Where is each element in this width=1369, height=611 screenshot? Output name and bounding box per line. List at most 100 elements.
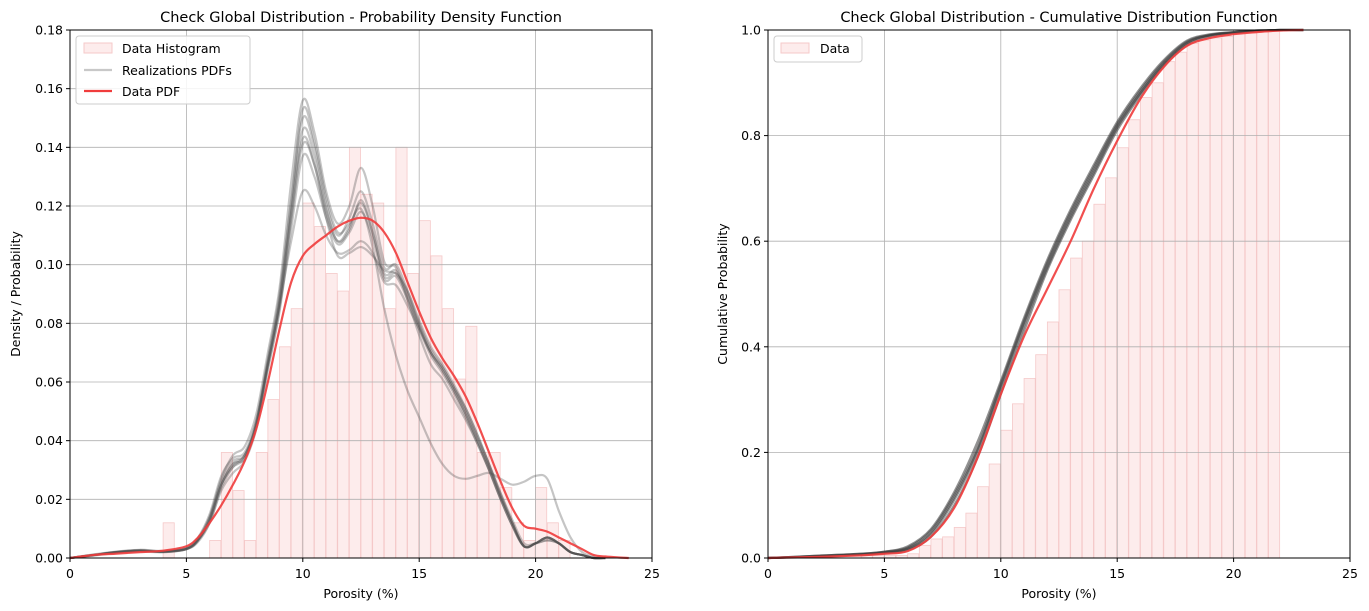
- pdf-y-tick-label: 0.10: [35, 257, 63, 272]
- cdf-chart: Check Global Distribution - Cumulative D…: [715, 10, 1358, 601]
- pdf-hist-bar: [430, 255, 443, 559]
- cdf-hist-bar: [942, 536, 955, 559]
- cdf-realization-line: [767, 28, 1304, 560]
- pdf-realization-line: [69, 126, 606, 560]
- cdf-chart-title: Check Global Distribution - Cumulative D…: [840, 10, 1277, 26]
- pdf-x-axis-label: Porosity (%): [323, 586, 398, 601]
- cdf-hist-bar: [953, 526, 966, 559]
- pdf-y-tick-label: 0.06: [35, 375, 63, 390]
- pdf-y-tick-label: 0.16: [35, 81, 63, 96]
- cdf-hist-bar: [988, 463, 1001, 559]
- pdf-y-tick-label: 0.14: [35, 140, 63, 155]
- pdf-x-tick-label: 20: [528, 566, 544, 581]
- pdf-x-tick-label: 5: [182, 566, 190, 581]
- cdf-y-tick-label: 0.0: [741, 551, 761, 566]
- pdf-hist-bar: [302, 202, 315, 559]
- cdf-hist-bar: [1256, 29, 1269, 559]
- cdf-y-tick-label: 0.8: [741, 128, 761, 143]
- legend-entry-data-histogram: Data Histogram: [122, 41, 221, 56]
- pdf-x-tick-label: 10: [295, 566, 311, 581]
- cdf-hist-bar: [907, 553, 920, 559]
- pdf-data-line: [69, 216, 629, 560]
- cdf-hist-bar: [1163, 61, 1176, 559]
- pdf-hist-bar: [279, 346, 292, 559]
- cdf-x-tick-label: 10: [993, 566, 1009, 581]
- cdf-x-tick-label: 20: [1226, 566, 1242, 581]
- cdf-hist-bar: [1233, 32, 1246, 559]
- pdf-x-tick-label: 15: [411, 566, 427, 581]
- legend-entry-realizations: Realizations PDFs: [122, 63, 232, 78]
- pdf-chart-title: Check Global Distribution - Probability …: [160, 10, 562, 26]
- pdf-x-tick-label: 25: [644, 566, 660, 581]
- cdf-hist-bar: [1012, 403, 1024, 559]
- cdf-hist-bar: [1023, 378, 1036, 559]
- pdf-hist-bar: [325, 273, 338, 559]
- cdf-axes-frame: [767, 29, 1351, 559]
- pdf-realization-line: [69, 105, 606, 560]
- pdf-hist-bar: [244, 540, 257, 559]
- pdf-y-tick-label: 0.12: [35, 199, 63, 214]
- pdf-hist-bar: [418, 220, 431, 559]
- pdf-y-tick-label: 0.04: [35, 433, 63, 448]
- cdf-hist-bar: [1046, 321, 1059, 559]
- cdf-y-tick-label: 0.6: [741, 234, 761, 249]
- legend-entry-data: Data: [820, 41, 850, 56]
- cdf-hist-bar: [1105, 177, 1118, 559]
- pdf-y-tick-label: 0.02: [35, 492, 63, 507]
- cdf-legend: Data: [773, 35, 863, 63]
- cdf-y-tick-label: 0.4: [741, 339, 761, 354]
- cdf-hist-bar: [1209, 37, 1222, 559]
- pdf-hist-bar: [476, 451, 489, 559]
- cdf-hist-bar: [1151, 82, 1164, 559]
- cdf-hist-bar: [1058, 289, 1071, 559]
- cdf-x-tick-label: 5: [880, 566, 888, 581]
- cdf-hist-bar: [1140, 97, 1153, 559]
- cdf-y-axis-label: Cumulative Probability: [715, 223, 730, 365]
- cdf-hist-bar: [1035, 354, 1048, 559]
- cdf-hist-bar: [1186, 42, 1199, 559]
- pdf-hist-bar: [267, 399, 280, 559]
- cdf-hist-bar: [977, 486, 990, 559]
- pdf-y-tick-label: 0.00: [35, 551, 63, 566]
- pdf-hist-bar: [290, 308, 303, 559]
- pdf-realization-line: [69, 135, 606, 560]
- pdf-hist-bar: [535, 487, 548, 559]
- cdf-hist-bar: [1221, 35, 1234, 559]
- pdf-hist-bar: [337, 290, 350, 559]
- cdf-x-axis-label: Porosity (%): [1021, 586, 1096, 601]
- cdf-hist-bar: [1128, 119, 1141, 559]
- cdf-hist-bar: [1081, 240, 1094, 559]
- legend-entry-data-pdf: Data PDF: [122, 84, 180, 99]
- pdf-y-tick-label: 0.08: [35, 316, 63, 331]
- cdf-y-tick-label: 0.2: [741, 445, 761, 460]
- cdf-hist-bar: [1070, 257, 1083, 559]
- cdf-hist-bar: [1198, 39, 1211, 559]
- cdf-hist-bar: [1093, 203, 1106, 559]
- legend-histogram-swatch: [83, 42, 113, 54]
- pdf-hist-bar: [209, 540, 222, 559]
- pdf-realization-line: [69, 115, 606, 560]
- legend-data-swatch: [780, 42, 810, 54]
- pdf-hist-bar: [255, 451, 268, 559]
- pdf-hist-bar: [395, 146, 408, 559]
- cdf-x-tick-label: 25: [1342, 566, 1358, 581]
- cdf-hist-bar: [1244, 31, 1257, 559]
- pdf-hist-bar: [442, 308, 455, 559]
- cdf-hist-bar: [1000, 429, 1013, 559]
- cdf-x-tick-label: 0: [764, 566, 772, 581]
- pdf-legend: Data Histogram Realizations PDFs Data PD…: [75, 35, 251, 105]
- pdf-realization-line: [69, 97, 606, 560]
- pdf-hist-bar: [465, 325, 478, 559]
- pdf-chart: Check Global Distribution - Probability …: [8, 10, 660, 601]
- cdf-hist-bar: [930, 538, 943, 559]
- pdf-axes-frame: [69, 29, 653, 559]
- cdf-hist-bar: [1175, 51, 1187, 559]
- cdf-hist-bar: [918, 544, 931, 559]
- cdf-data-line: [767, 28, 1304, 560]
- cdf-x-tick-label: 15: [1109, 566, 1125, 581]
- pdf-hist-bar: [314, 226, 326, 559]
- pdf-y-axis-label: Density / Probability: [8, 231, 23, 357]
- pdf-hist-bar: [232, 490, 245, 559]
- cdf-hist-bar: [1268, 29, 1281, 559]
